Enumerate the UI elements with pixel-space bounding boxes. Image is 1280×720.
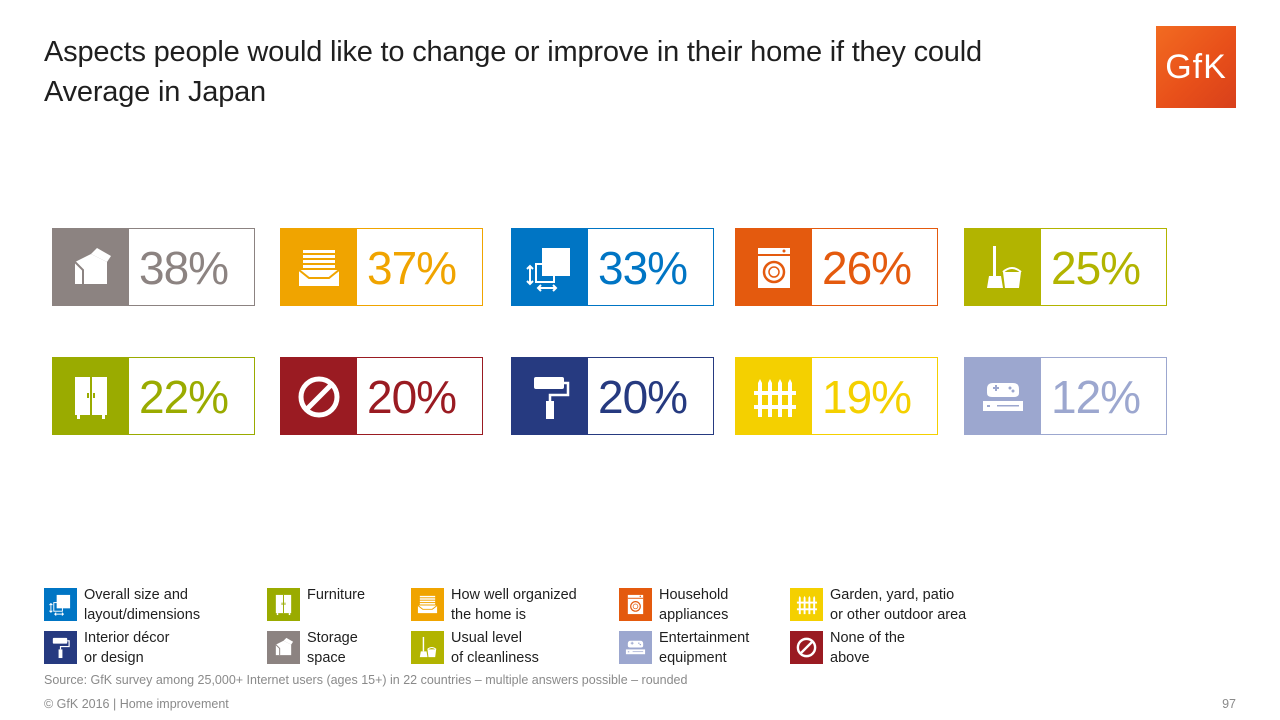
legend-label-line-1: Furniture: [307, 587, 366, 603]
broom-bucket-icon: [411, 631, 444, 664]
legend-label: Usual level of cleanliness: [451, 628, 621, 668]
value-tile: 19%: [735, 357, 938, 435]
gfk-logo: GfK: [1156, 26, 1236, 108]
legend-label-line-2: equipment: [659, 650, 727, 666]
title-line-1: Aspects people would like to change or i…: [44, 36, 982, 68]
legend-label: None of the above: [830, 628, 1000, 668]
value-tile: 20%: [511, 357, 714, 435]
layout-icon: [44, 588, 77, 621]
legend-label-line-2: space: [307, 650, 346, 666]
paint-roller-icon: [512, 358, 588, 434]
legend-label-line-1: How well organized: [451, 587, 577, 603]
tile-value: 25%: [1051, 242, 1141, 294]
value-tile: 25%: [964, 228, 1167, 306]
tile-value: 33%: [598, 242, 688, 294]
layout-icon: [512, 229, 588, 305]
tile-value: 20%: [367, 371, 457, 423]
tile-value: 20%: [598, 371, 688, 423]
value-tile: 20%: [280, 357, 483, 435]
legend-label-line-2: of cleanliness: [451, 650, 539, 666]
legend-label: Garden, yard, patio or other outdoor area: [830, 585, 1000, 625]
paint-roller-icon: [44, 631, 77, 664]
page-number: 97: [1222, 697, 1236, 711]
legend-label-line-1: Interior décor: [84, 630, 170, 646]
none-icon: [281, 358, 357, 434]
footer-copyright: © GfK 2016 | Home improvement: [44, 697, 229, 711]
broom-bucket-icon: [965, 229, 1041, 305]
fence-icon: [736, 358, 812, 434]
value-tile: 33%: [511, 228, 714, 306]
legend-label-line-2: or design: [84, 650, 144, 666]
legend-label-line-1: Storage: [307, 630, 358, 646]
legend-label-line-1: Usual level: [451, 630, 522, 646]
washing-machine-icon: [736, 229, 812, 305]
legend-label: Storage space: [307, 628, 477, 668]
legend-label: Overall size and layout/dimensions: [84, 585, 254, 625]
box-icon: [53, 229, 129, 305]
chart-title: Aspects people would like to change or i…: [44, 32, 982, 112]
tile-value: 26%: [822, 242, 912, 294]
wardrobe-icon: [267, 588, 300, 621]
washing-machine-icon: [619, 588, 652, 621]
value-tile: 26%: [735, 228, 938, 306]
legend-label-line-1: Overall size and: [84, 587, 188, 603]
logo-text: GfK: [1165, 48, 1227, 86]
drawer-icon: [411, 588, 444, 621]
drawer-icon: [281, 229, 357, 305]
legend-label-line-2: or other outdoor area: [830, 607, 967, 623]
legend-label: Household appliances: [659, 585, 829, 625]
legend-label: How well organized the home is: [451, 585, 621, 625]
legend-label-line-1: Garden, yard, patio: [830, 587, 955, 603]
tile-value: 38%: [139, 242, 229, 294]
source-note: Source: GfK survey among 25,000+ Interne…: [44, 673, 688, 687]
tile-value: 37%: [367, 242, 457, 294]
value-tile: 37%: [280, 228, 483, 306]
box-icon: [267, 631, 300, 664]
value-tile: 38%: [52, 228, 255, 306]
value-tile: 22%: [52, 357, 255, 435]
legend-label: Entertainment equipment: [659, 628, 829, 668]
tile-value: 19%: [822, 371, 912, 423]
none-icon: [790, 631, 823, 664]
title-line-2: Average in Japan: [44, 76, 266, 108]
game-console-icon: [619, 631, 652, 664]
legend-label-line-2: layout/dimensions: [84, 607, 201, 623]
value-tile: 12%: [964, 357, 1167, 435]
legend-label-line-1: Entertainment: [659, 630, 750, 646]
legend-label-line-2: the home is: [451, 607, 526, 623]
fence-icon: [790, 588, 823, 621]
tile-value: 12%: [1051, 371, 1141, 423]
tile-value: 22%: [139, 371, 229, 423]
legend-label: Furniture: [307, 585, 477, 605]
legend-label: Interior décor or design: [84, 628, 254, 668]
legend-label-line-1: None of the: [830, 630, 905, 646]
wardrobe-icon: [53, 358, 129, 434]
game-console-icon: [965, 358, 1041, 434]
legend-label-line-2: above: [830, 650, 870, 666]
legend-label-line-1: Household: [659, 587, 729, 603]
legend-label-line-2: appliances: [659, 607, 729, 623]
